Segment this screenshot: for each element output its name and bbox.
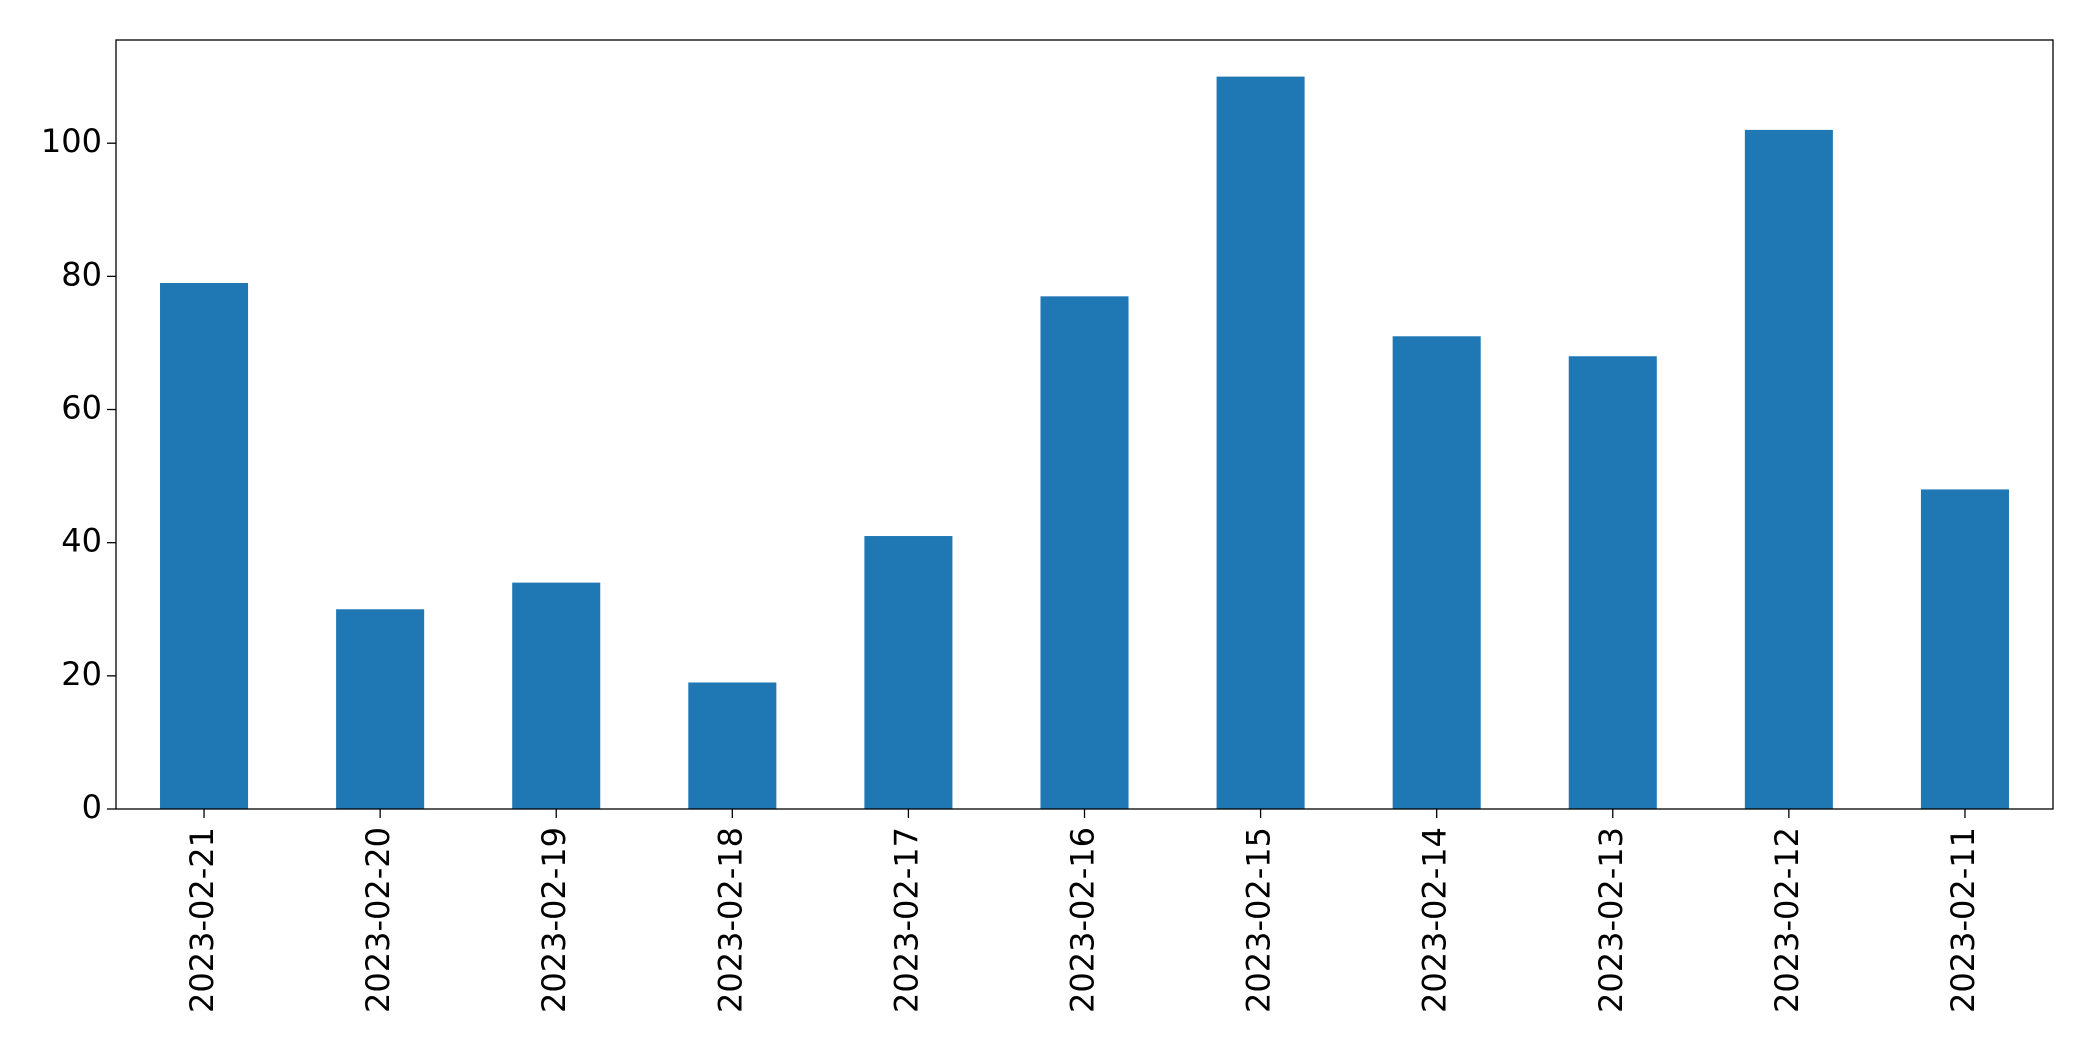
x-tick-label: 2023-02-17 [887, 827, 925, 1013]
x-tick-label: 2023-02-16 [1064, 827, 1102, 1013]
x-tick-label: 2023-02-11 [1944, 827, 1982, 1013]
x-tick-label: 2023-02-20 [359, 827, 397, 1013]
x-tick-label: 2023-02-13 [1592, 827, 1630, 1013]
bar [1392, 336, 1481, 809]
x-tick-label: 2023-02-15 [1240, 827, 1278, 1013]
x-tick-label: 2023-02-12 [1768, 827, 1806, 1013]
x-tick-label: 2023-02-14 [1416, 827, 1454, 1013]
y-tick-label: 80 [61, 255, 102, 293]
x-tick-label: 2023-02-21 [183, 827, 221, 1013]
y-tick-label: 0 [82, 788, 102, 826]
y-tick-label: 40 [61, 522, 102, 560]
bar [688, 682, 777, 809]
y-tick-label: 100 [41, 122, 102, 160]
bar [864, 536, 953, 809]
bar [1920, 489, 2009, 809]
x-tick-label: 2023-02-18 [711, 827, 749, 1013]
x-tick-label: 2023-02-19 [535, 827, 573, 1013]
bar [1216, 76, 1305, 810]
bar [1744, 129, 1833, 809]
plot-frame [115, 39, 2054, 810]
bar [160, 283, 249, 809]
y-tick-label: 20 [61, 655, 102, 693]
bar [512, 582, 601, 809]
bar [1568, 356, 1657, 809]
y-tick-label: 60 [61, 389, 102, 427]
bar [1040, 296, 1129, 809]
bar [336, 609, 425, 809]
